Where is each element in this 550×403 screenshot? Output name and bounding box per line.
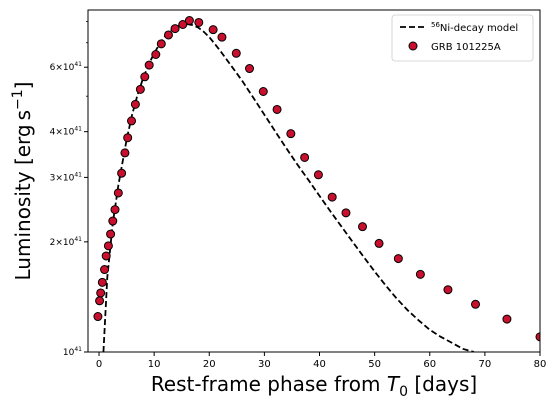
plot-area <box>93 16 540 352</box>
y-tick-label: 4×1041 <box>50 126 83 138</box>
grb-data-point <box>471 299 481 309</box>
grb-data-point <box>110 205 120 215</box>
grb-data-point <box>341 208 351 218</box>
grb-data-point <box>358 222 368 232</box>
x-tick-label: 50 <box>368 359 381 370</box>
x-tick-label: 80 <box>534 359 547 370</box>
grb-101225a-points <box>93 16 540 342</box>
grb-data-point <box>415 269 425 279</box>
x-axis-ticks: 0 10 20 30 40 50 60 70 80 <box>96 352 547 370</box>
grb-data-point <box>170 24 180 34</box>
grb-data-point <box>393 254 403 264</box>
grb-data-point <box>151 50 161 59</box>
legend: 56Ni-decay model GRB 101225A <box>391 14 534 62</box>
grb-data-point <box>100 265 110 275</box>
x-axis-label-italic: T <box>387 372 401 396</box>
legend-grb-swatch <box>408 41 418 51</box>
x-axis-label-unit: [days] <box>408 372 477 396</box>
grb-data-point <box>156 39 166 49</box>
x-tick-label: 60 <box>423 359 436 370</box>
grb-data-point <box>272 104 282 114</box>
plot-frame <box>87 9 541 353</box>
y-tick-label: 2×1041 <box>50 236 83 248</box>
x-axis-label-subscript: 0 <box>399 384 408 400</box>
grb-data-point <box>217 32 227 42</box>
grb-data-point <box>313 170 323 180</box>
grb-data-point <box>194 17 204 27</box>
legend-grb-label: GRB 101225A <box>431 42 501 53</box>
grb-data-point <box>502 314 512 324</box>
grb-data-point <box>163 30 173 40</box>
grb-data-point <box>106 229 116 239</box>
legend-box <box>391 14 534 62</box>
grb-data-point <box>123 133 133 143</box>
y-tick-label: 1041 <box>63 346 82 358</box>
grb-data-point <box>135 84 145 94</box>
grb-data-point <box>108 216 118 226</box>
grb-data-point <box>97 277 107 287</box>
grb-data-point <box>374 238 384 248</box>
grb-data-point <box>113 188 123 198</box>
x-axis-label-main: Rest-frame phase from <box>151 372 387 396</box>
x-tick-label: 70 <box>479 359 492 370</box>
y-axis-label: Luminosity [erg s−1] <box>10 82 35 281</box>
grb-data-point <box>144 60 154 70</box>
y-axis-ticks: 1041 2×1041 3×1041 4×1041 6×1041 <box>50 21 88 358</box>
x-tick-label: 0 <box>96 359 102 370</box>
grb-data-point <box>103 241 113 251</box>
grb-data-point <box>535 332 540 342</box>
grb-data-point <box>101 251 111 261</box>
y-axis-label-end: ] <box>11 82 35 90</box>
grb-data-point <box>178 20 188 29</box>
grb-data-point <box>184 16 194 25</box>
grb-data-point <box>130 99 140 109</box>
legend-model-text: Ni-decay model <box>440 23 518 34</box>
grb-data-point <box>117 168 127 178</box>
grb-data-point <box>127 116 137 126</box>
legend-model-label: 56Ni-decay model <box>431 21 518 34</box>
y-axis-label-main: Luminosity [erg s <box>11 110 35 281</box>
y-tick-label: 3×1041 <box>50 171 83 183</box>
grb-data-point <box>245 64 255 74</box>
y-axis-label-superscript: −1 <box>10 89 26 110</box>
grb-data-point <box>96 288 106 298</box>
x-tick-label: 30 <box>258 359 271 370</box>
grb-data-point <box>443 285 453 295</box>
grb-data-point <box>95 296 105 306</box>
grb-data-point <box>300 152 310 162</box>
grb-data-point <box>93 312 103 322</box>
grb-data-point <box>208 25 218 35</box>
ni-decay-model-line <box>102 23 475 352</box>
grb-data-point <box>258 87 268 96</box>
grb-data-point <box>140 72 150 82</box>
x-axis-label: Rest-frame phase from T0 [days] <box>151 372 477 400</box>
x-tick-label: 20 <box>203 359 216 370</box>
y-tick-label: 6×1041 <box>50 61 83 73</box>
legend-model-superscript: 56 <box>431 21 440 29</box>
grb-data-point <box>231 48 241 58</box>
x-tick-label: 40 <box>313 359 326 370</box>
grb-data-point <box>286 129 296 139</box>
grb-data-point <box>327 192 337 202</box>
grb-data-point <box>120 148 130 158</box>
x-tick-label: 10 <box>148 359 161 370</box>
